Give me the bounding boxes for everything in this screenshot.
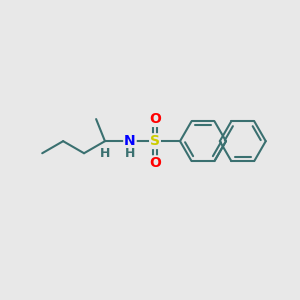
- Text: H: H: [125, 147, 135, 160]
- Text: N: N: [124, 134, 136, 148]
- Text: O: O: [149, 112, 161, 126]
- Text: S: S: [150, 134, 160, 148]
- Text: H: H: [100, 147, 110, 160]
- Text: O: O: [149, 156, 161, 170]
